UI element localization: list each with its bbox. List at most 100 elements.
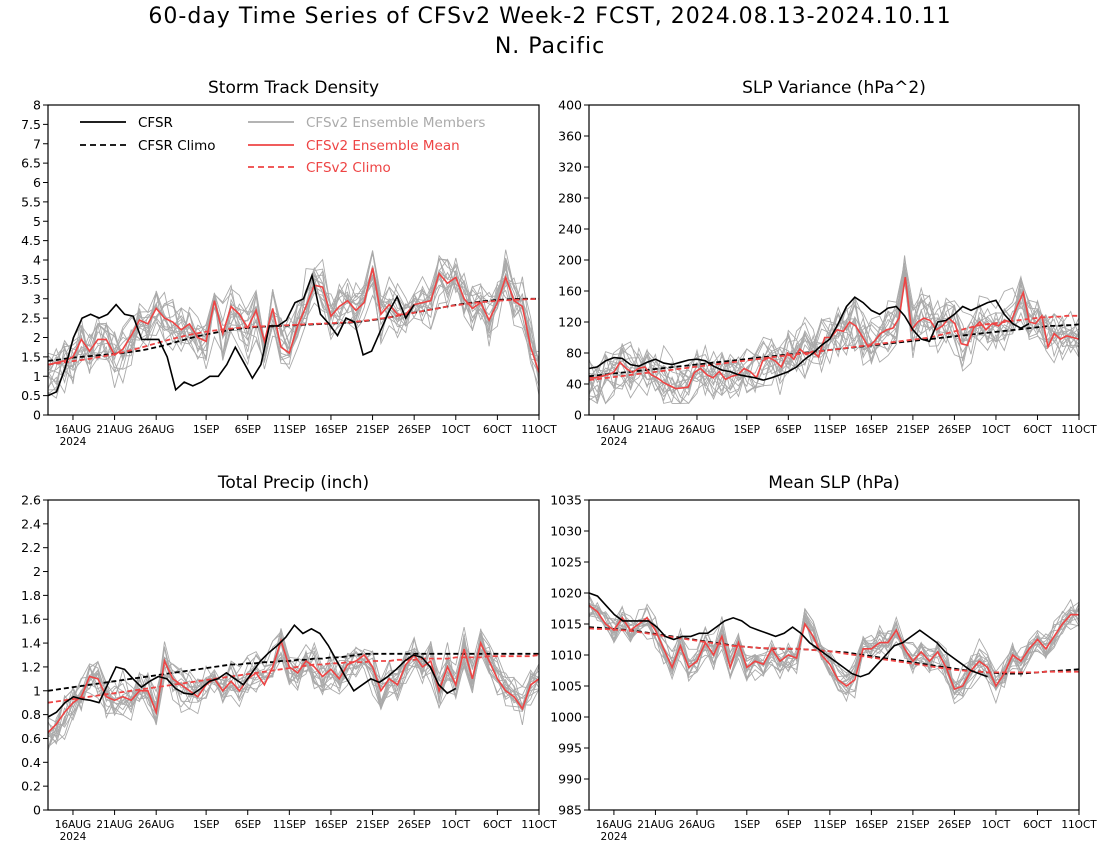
mean-slp-plot-area xyxy=(588,592,1080,705)
storm-track-density-x-tick-label: 21AUG xyxy=(96,424,132,436)
mean-slp-title: Mean SLP (hPa) xyxy=(768,473,900,493)
mean-slp-y-tick-label: 1010 xyxy=(550,648,582,663)
slp-variance-x-axis: 16AUG 21AUG 26AUG 1SEP 6SEP 11SEP 16SEP 21SEP 26… xyxy=(596,415,1097,448)
slp-variance-x-tick-label: 1SEP xyxy=(734,424,760,436)
slp-variance-member-line xyxy=(588,277,1080,402)
slp-variance-x-tick-label: 11OCT xyxy=(1061,424,1097,436)
legend-label: CFSv2 Ensemble Members xyxy=(306,115,485,131)
total-precip-x-tick-label: 16AUG xyxy=(55,819,91,831)
storm-track-density-y-tick-label: 7 xyxy=(33,136,41,151)
slp-variance-y-tick-label: 160 xyxy=(558,284,582,299)
total-precip-y-tick-label: 0.8 xyxy=(21,707,41,722)
storm-track-density-cfsr-line xyxy=(47,272,415,397)
mean-slp-cfsv2-ensemble-mean-line xyxy=(588,604,1079,691)
storm-track-density-y-tick-label: 4 xyxy=(33,253,41,268)
legend-label: CFSR Climo xyxy=(138,138,216,154)
total-precip-cfsr-climo-line xyxy=(47,652,539,692)
storm-track-density-y-tick-label: 2.5 xyxy=(21,311,41,326)
slp-variance-cfsr-climo-line xyxy=(588,323,1080,378)
slp-variance-y-tick-label: 80 xyxy=(566,346,582,361)
total-precip-cfsv2-climo-line xyxy=(47,654,540,704)
slp-variance-cfsr-line xyxy=(588,296,1030,381)
storm-track-density-y-tick-label: 6.5 xyxy=(21,156,41,171)
storm-track-density-cfsv2-climo-line xyxy=(47,297,540,366)
legend-label: CFSR xyxy=(138,115,173,131)
total-precip-title: Total Precip (inch) xyxy=(217,473,369,493)
total-precip-x-tick-label: 21AUG xyxy=(96,819,132,831)
slp-variance-member-line xyxy=(588,262,1080,388)
storm-track-density-member-line xyxy=(47,258,540,384)
mean-slp-cfsv2-climo-line xyxy=(588,627,1079,674)
mean-slp-y-tick-label: 1035 xyxy=(550,493,582,508)
slp-variance-y-tick-label: 40 xyxy=(566,377,582,392)
mean-slp-x-tick-label: 6SEP xyxy=(775,819,801,831)
storm-track-density-y-tick-label: 1 xyxy=(33,369,41,384)
legend-item: CFSR Climo xyxy=(80,138,216,154)
mean-slp-y-tick-label: 1030 xyxy=(550,524,582,539)
mean-slp-y-tick-label: 990 xyxy=(558,772,582,787)
slp-variance-year-label: 2024 xyxy=(601,436,628,448)
slp-variance-y-tick-label: 0 xyxy=(574,408,582,423)
storm-track-density-x-tick-label: 6OCT xyxy=(483,424,512,436)
figure-title: 60-day Time Series of CFSv2 Week-2 FCST,… xyxy=(148,4,952,29)
legend-item: CFSR xyxy=(80,115,173,131)
storm-track-density-x-tick-label: 1OCT xyxy=(441,424,470,436)
mean-slp-x-tick-label: 16SEP xyxy=(855,819,888,831)
storm-track-density-y-axis: 0 0.5 1 1.5 2 2.5 3 3.5 4 4.5 5 5.5 6 6.5 7 7.5 8 xyxy=(21,98,48,423)
total-precip-y-tick-label: 1.6 xyxy=(21,612,41,627)
mean-slp-x-axis: 16AUG 21AUG 26AUG 1SEP 6SEP 11SEP 16SEP 21SEP 26… xyxy=(596,810,1097,843)
mean-slp-x-tick-label: 11SEP xyxy=(813,819,846,831)
storm-track-density-y-tick-label: 3.5 xyxy=(21,272,41,287)
total-precip-member-line xyxy=(47,638,540,751)
mean-slp-x-tick-label: 11OCT xyxy=(1061,819,1097,831)
total-precip-x-tick-label: 26AUG xyxy=(138,819,174,831)
mean-slp-x-tick-label: 1OCT xyxy=(982,819,1011,831)
storm-track-density-x-tick-label: 26SEP xyxy=(398,424,431,436)
storm-track-density-x-axis: 16AUG 21AUG 26AUG 1SEP 6SEP 11SEP 16SEP 21SEP 26… xyxy=(55,415,557,448)
total-precip-y-tick-label: 0.4 xyxy=(21,755,41,770)
storm-track-density-x-tick-label: 6SEP xyxy=(235,424,261,436)
legend-item: CFSv2 Climo xyxy=(248,160,391,176)
mean-slp-x-tick-label: 26SEP xyxy=(938,819,971,831)
total-precip-x-tick-label: 16SEP xyxy=(314,819,347,831)
storm-track-density-cfsv2-ensemble-mean-line xyxy=(47,267,540,373)
total-precip-x-tick-label: 1SEP xyxy=(193,819,219,831)
storm-track-density-plot-area xyxy=(47,249,540,399)
mean-slp-x-tick-label: 21SEP xyxy=(896,819,929,831)
mean-slp-y-axis: 985 990 995 1000 1005 1010 1015 1020 1025 1030 103… xyxy=(550,493,589,818)
storm-track-density-y-tick-label: 4.5 xyxy=(21,233,41,248)
slp-variance-title: SLP Variance (hPa^2) xyxy=(742,78,926,98)
storm-track-density-x-tick-label: 11SEP xyxy=(273,424,306,436)
slp-variance-x-tick-label: 21SEP xyxy=(896,424,929,436)
total-precip-year-label: 2024 xyxy=(60,831,87,843)
total-precip-y-tick-label: 2.4 xyxy=(21,516,41,531)
slp-variance-member-line xyxy=(588,268,1080,402)
slp-variance-y-tick-label: 240 xyxy=(558,222,582,237)
storm-track-density-member-line xyxy=(47,254,540,386)
total-precip-y-tick-label: 0.6 xyxy=(21,731,41,746)
mean-slp-x-tick-label: 26AUG xyxy=(679,819,715,831)
storm-track-density-x-tick-label: 21SEP xyxy=(356,424,389,436)
storm-track-density-member-line xyxy=(47,250,540,385)
mean-slp-x-tick-label: 21AUG xyxy=(637,819,673,831)
total-precip-chart: Total Precip (inch) 0 0.2 0.4 0.6 0.8 1 1.2 1.4 1… xyxy=(21,473,557,843)
legend-item: CFSv2 Ensemble Members xyxy=(248,115,485,131)
mean-slp-x-tick-label: 1SEP xyxy=(734,819,760,831)
storm-track-density-y-tick-label: 3 xyxy=(33,291,41,306)
slp-variance-member-line xyxy=(588,278,1080,404)
legend-label: CFSv2 Climo xyxy=(306,160,391,176)
slp-variance-x-tick-label: 6SEP xyxy=(775,424,801,436)
mean-slp-year-label: 2024 xyxy=(601,831,628,843)
slp-variance-chart: SLP Variance (hPa^2) 0 40 80 120 160 200 240 280… xyxy=(558,78,1097,448)
total-precip-cfsr-line xyxy=(47,623,457,718)
total-precip-y-tick-label: 1.8 xyxy=(21,588,41,603)
storm-track-density-x-tick-label: 16AUG xyxy=(55,424,91,436)
legend-item: CFSv2 Ensemble Mean xyxy=(248,138,460,154)
mean-slp-x-tick-label: 6OCT xyxy=(1023,819,1052,831)
mean-slp-y-tick-label: 1005 xyxy=(550,679,582,694)
total-precip-y-axis: 0 0.2 0.4 0.6 0.8 1 1.2 1.4 1.6 1.8 2 2.2 2.4 2.6 xyxy=(21,493,48,818)
total-precip-y-tick-label: 1.2 xyxy=(21,659,41,674)
storm-track-density-x-tick-label: 1SEP xyxy=(193,424,219,436)
